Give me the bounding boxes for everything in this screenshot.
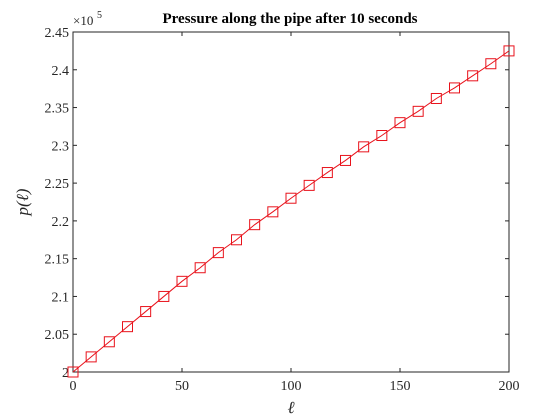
data-point-marker <box>103 336 115 348</box>
data-point-marker <box>503 45 515 57</box>
data-point-marker <box>412 105 424 117</box>
x-axis-label: ℓ <box>287 398 294 417</box>
y-tick-label: 2.45 <box>45 26 70 41</box>
data-point-marker <box>158 290 170 302</box>
y-exponent-power: 5 <box>97 10 102 21</box>
y-tick-label: 2.1 <box>52 290 70 305</box>
x-tick-label: 150 <box>390 379 411 394</box>
y-axis-exponent: ×10 5 <box>73 10 102 28</box>
plot-area-frame <box>72 31 510 373</box>
y-axis: 2 2.05 2.1 2.15 2.2 2.25 2.3 2.35 2.4 2.45 <box>45 26 509 381</box>
data-point-marker <box>321 167 333 179</box>
data-point-marker <box>249 219 261 231</box>
data-point-marker <box>449 82 460 94</box>
data-point-marker <box>231 234 242 246</box>
data-point-marker <box>430 92 442 104</box>
data-point-marker <box>212 247 224 259</box>
x-tick-label: 200 <box>499 379 520 394</box>
data-point-marker <box>485 58 497 70</box>
x-axis: 0 50 100 150 200 <box>70 32 520 394</box>
y-exponent-base: ×10 <box>73 13 93 28</box>
data-point-marker <box>176 275 188 287</box>
y-tick-label: 2.25 <box>45 177 70 192</box>
data-point-marker <box>358 141 370 153</box>
data-point-marker <box>267 206 279 218</box>
x-tick-label: 100 <box>281 379 302 394</box>
series-line <box>72 50 510 373</box>
x-tick-label: 0 <box>70 379 77 394</box>
data-point-marker <box>85 351 97 363</box>
data-point-marker <box>376 130 388 142</box>
y-tick-label: 2.15 <box>45 253 70 268</box>
data-point-marker <box>140 306 152 318</box>
data-point-marker <box>285 192 297 204</box>
y-tick-label: 2.3 <box>52 139 70 154</box>
y-axis-label: p(ℓ) <box>13 188 32 216</box>
y-tick-label: 2 <box>62 366 69 381</box>
series-layer <box>67 45 515 378</box>
y-tick-label: 2.35 <box>45 102 70 117</box>
y-tick-label: 2.05 <box>45 328 70 343</box>
data-point-marker <box>340 154 351 166</box>
y-tick-label: 2.2 <box>52 215 70 230</box>
y-tick-label: 2.4 <box>52 64 70 79</box>
data-point-marker <box>303 179 315 191</box>
data-point-marker <box>394 117 406 129</box>
chart-title: Pressure along the pipe after 10 seconds <box>163 11 418 27</box>
data-point-marker <box>467 70 479 82</box>
data-point-marker <box>67 366 79 378</box>
x-tick-label: 50 <box>175 379 189 394</box>
data-point-marker <box>122 321 133 333</box>
data-point-marker <box>194 262 206 274</box>
